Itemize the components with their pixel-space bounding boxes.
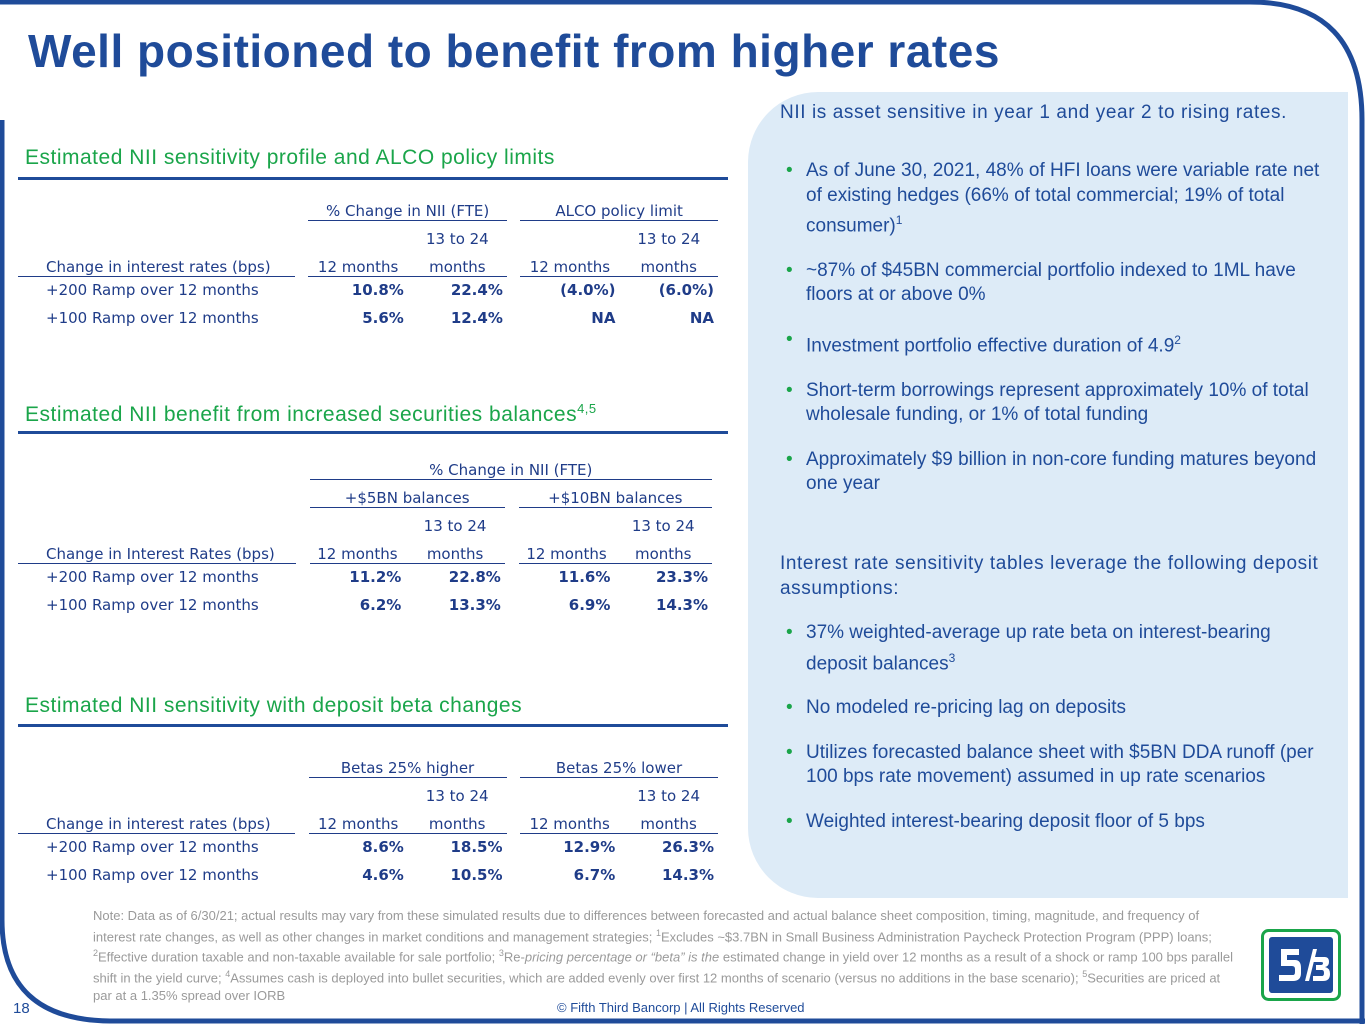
col-header: months: [407, 805, 507, 834]
table-cell: NA: [591, 309, 616, 327]
bullet-item: As of June 30, 2021, 48% of HFI loans we…: [784, 159, 1329, 239]
deposit-beta-table: Betas 25% higher Betas 25% lower 13 to 2…: [18, 749, 718, 889]
row-label: +100 Ramp over 12 months: [46, 596, 259, 614]
col-header: 12 months: [520, 248, 620, 277]
table-cell: 6.2%: [359, 596, 402, 614]
group-header: Betas 25% lower: [519, 749, 718, 778]
col-header-top: 13 to 24: [637, 787, 701, 805]
alco-sensitivity-table: % Change in NII (FTE) ALCO policy limit …: [18, 192, 718, 332]
table-cell: 14.3%: [661, 866, 714, 884]
table-cell: 4.6%: [362, 866, 404, 884]
table-cell: 22.4%: [450, 281, 503, 300]
table-cell: 10.5%: [450, 866, 503, 884]
col-header: months: [405, 535, 505, 564]
table-row: +200 Ramp over 12 months 10.8% 22.4% (4.…: [18, 276, 718, 304]
row-label: +100 Ramp over 12 months: [46, 309, 259, 327]
col-header: 12 months: [519, 805, 620, 834]
table-cell: 14.3%: [655, 596, 708, 614]
table-cell: 8.6%: [362, 838, 404, 857]
panel-heading-asset-sensitive: NII is asset sensitive in year 1 and yea…: [780, 102, 1287, 123]
section-title-securities: Estimated NII benefit from increased sec…: [25, 401, 597, 426]
col-header: 12 months: [518, 535, 615, 564]
group-header: Betas 25% higher: [308, 749, 507, 778]
table-cell: 12.4%: [450, 309, 503, 327]
row-header: Change in interest rates (bps): [18, 805, 296, 834]
table-cell: 11.6%: [558, 568, 611, 587]
copyright: © Fifth Third Bancorp | All Rights Reser…: [557, 1000, 805, 1015]
col-header-top: 13 to 24: [637, 230, 701, 248]
row-label: +200 Ramp over 12 months: [46, 568, 259, 587]
table-cell: 5.6%: [362, 309, 404, 327]
col-header: 12 months: [308, 805, 408, 834]
table-row: +100 Ramp over 12 months 4.6% 10.5% 6.7%…: [18, 861, 718, 889]
bullet-list-asset-sensitive: As of June 30, 2021, 48% of HFI loans we…: [784, 159, 1329, 497]
col-header: months: [619, 805, 718, 834]
bullet-item: No modeled re-pricing lag on deposits: [784, 696, 1329, 721]
table-cell: NA: [689, 309, 714, 327]
securities-balance-table: % Change in NII (FTE) +$5BN balances +$1…: [18, 451, 712, 619]
bullet-item: Short-term borrowings represent approxim…: [784, 379, 1329, 428]
table-cell: 18.5%: [450, 838, 503, 857]
col-header: months: [614, 535, 712, 564]
table-row: +200 Ramp over 12 months 8.6% 18.5% 12.9…: [18, 833, 718, 861]
row-header: Change in interest rates (bps): [18, 248, 295, 277]
bullet-item: ~87% of $45BN commercial portfolio index…: [784, 259, 1329, 308]
group-header: % Change in NII (FTE): [308, 192, 507, 221]
table-row: +100 Ramp over 12 months 6.2% 13.3% 6.9%…: [18, 591, 712, 619]
table-cell: 6.9%: [568, 596, 611, 614]
table-cell: 11.2%: [349, 568, 402, 587]
bullet-item: Approximately $9 billion in non-core fun…: [784, 448, 1329, 497]
bullet-list-deposit-assumptions: 37% weighted-average up rate beta on int…: [784, 621, 1329, 834]
col-header: months: [619, 248, 718, 277]
col-header-top: 13 to 24: [425, 787, 489, 805]
footnote: Note: Data as of 6/30/21; actual results…: [93, 908, 1234, 1003]
table-cell: 22.8%: [448, 568, 501, 587]
section-divider: [18, 431, 728, 434]
table-row: +200 Ramp over 12 months 11.2% 22.8% 11.…: [18, 563, 712, 591]
table-cell: 26.3%: [661, 838, 714, 857]
col-header: months: [407, 248, 507, 277]
section-divider: [18, 724, 728, 727]
table-cell: 23.3%: [655, 568, 708, 587]
section-title-deposit-beta: Estimated NII sensitivity with deposit b…: [25, 694, 523, 717]
row-label: +200 Ramp over 12 months: [46, 281, 259, 300]
section-divider: [18, 177, 728, 180]
page-title: Well positioned to benefit from higher r…: [28, 25, 1000, 77]
group-header: +$5BN balances: [309, 479, 505, 508]
table-cell: 10.8%: [351, 281, 404, 300]
group-header: +$10BN balances: [518, 479, 712, 508]
table-cell: (4.0%): [560, 281, 616, 300]
group-header: ALCO policy limit: [520, 192, 718, 221]
table-cell: 12.9%: [563, 838, 616, 857]
row-header: Change in Interest Rates (bps): [18, 535, 296, 564]
fifth-third-logo-icon: [1261, 929, 1341, 1001]
row-label: +200 Ramp over 12 months: [46, 838, 259, 857]
section-title-alco: Estimated NII sensitivity profile and AL…: [25, 146, 555, 169]
col-header: 12 months: [308, 248, 408, 277]
col-header: 12 months: [309, 535, 406, 564]
bullet-item: Investment portfolio effective duration …: [784, 328, 1329, 359]
bullet-item: Utilizes forecasted balance sheet with $…: [784, 741, 1329, 790]
table-cell: 13.3%: [448, 596, 501, 614]
col-header-top: 13 to 24: [631, 517, 695, 535]
table-row: +100 Ramp over 12 months 5.6% 12.4% NA N…: [18, 304, 718, 332]
super-group-header: % Change in NII (FTE): [309, 451, 712, 480]
col-header-top: 13 to 24: [423, 517, 487, 535]
bullet-item: 37% weighted-average up rate beta on int…: [784, 621, 1329, 676]
panel-heading-deposit-assumptions: Interest rate sensitivity tables leverag…: [780, 553, 1319, 599]
table-cell: (6.0%): [658, 281, 714, 300]
col-header-top: 13 to 24: [425, 230, 489, 248]
row-label: +100 Ramp over 12 months: [46, 866, 259, 884]
bullet-item: Weighted interest-bearing deposit floor …: [784, 810, 1329, 835]
page-number: 18: [13, 1000, 30, 1017]
table-cell: 6.7%: [573, 866, 616, 884]
